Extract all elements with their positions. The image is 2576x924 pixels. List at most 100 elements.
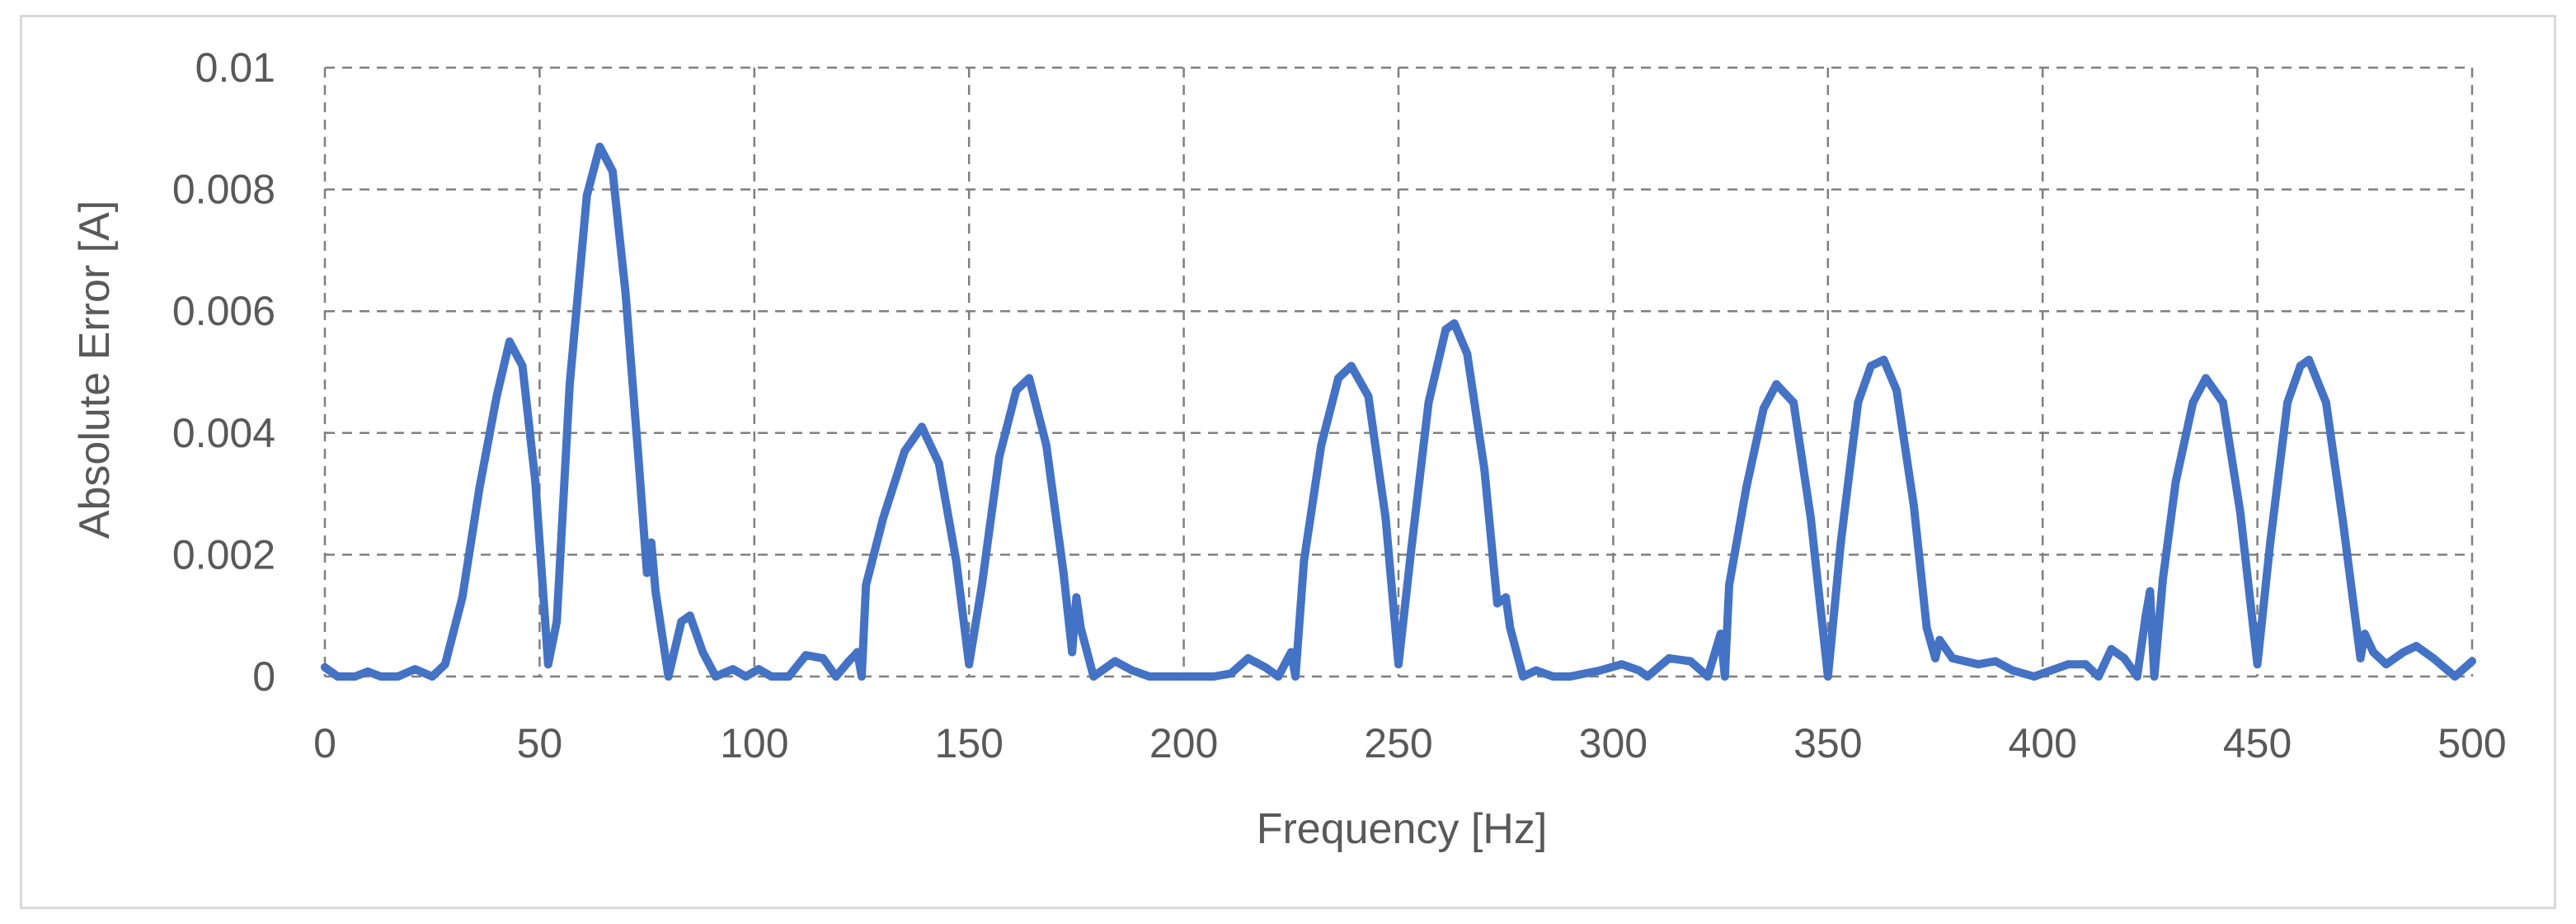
data-point <box>1347 361 1356 370</box>
data-point <box>1549 672 1558 681</box>
data-point <box>2120 653 2129 662</box>
x-tick-label: 200 <box>1149 720 1218 766</box>
data-point <box>608 167 617 176</box>
data-point <box>1480 465 1489 474</box>
data-point <box>2064 660 2073 669</box>
data-point <box>2468 657 2476 666</box>
data-point <box>2266 538 2275 547</box>
data-point <box>518 361 527 370</box>
data-point <box>1892 386 1901 395</box>
data-point <box>1025 374 1034 383</box>
data-point <box>2253 660 2262 669</box>
data-point <box>2218 398 2227 407</box>
data-point <box>2369 648 2378 657</box>
data-point <box>977 581 986 590</box>
data-point <box>677 617 686 626</box>
data-point <box>1012 386 1021 395</box>
data-point <box>2029 672 2038 681</box>
data-point <box>2235 507 2245 516</box>
data-point <box>1506 624 1515 632</box>
data-point <box>1261 662 1270 672</box>
data-point <box>565 380 574 389</box>
data-point <box>1243 653 1253 662</box>
data-point <box>1823 672 1832 681</box>
data-point <box>965 660 974 669</box>
data-point <box>2305 356 2314 365</box>
x-tick-label: 50 <box>517 720 563 766</box>
data-point <box>1922 624 1931 632</box>
data-point <box>1274 672 1283 681</box>
data-point <box>1617 660 1626 669</box>
data-point <box>651 587 660 596</box>
data-point <box>2429 653 2438 662</box>
data-point <box>1300 556 1309 565</box>
data-point <box>1807 514 1815 523</box>
x-tick-label: 500 <box>2437 720 2506 766</box>
data-point <box>2150 672 2159 681</box>
data-point <box>595 142 604 151</box>
data-point <box>1381 514 1390 523</box>
y-tick-label: 0.004 <box>172 410 275 456</box>
data-point <box>505 337 514 346</box>
data-point <box>2008 666 2017 675</box>
data-point <box>879 514 887 523</box>
data-point <box>440 660 449 669</box>
data-point <box>1502 593 1511 602</box>
data-point <box>1935 635 1944 644</box>
data-point <box>1948 653 1957 662</box>
y-tick-label: 0.008 <box>172 167 275 213</box>
data-point <box>685 611 694 620</box>
data-point <box>1394 660 1403 669</box>
x-tick-labels: 0 50 100 150 200 250 300 350 400 450 500 <box>313 720 2507 766</box>
data-point <box>642 568 651 578</box>
data-point <box>728 665 737 674</box>
data-point <box>2146 587 2155 596</box>
data-point <box>1226 669 1235 678</box>
y-tick-labels: 0 0.002 0.004 0.006 0.008 0.01 <box>172 45 275 700</box>
data-point <box>646 538 656 547</box>
y-tick-label: 0.002 <box>172 531 275 578</box>
data-point <box>819 653 828 662</box>
data-point <box>853 648 862 657</box>
data-point <box>321 662 329 672</box>
data-point <box>1704 672 1712 681</box>
x-tick-label: 250 <box>1364 720 1432 766</box>
data-point <box>844 657 853 666</box>
x-tick-label: 450 <box>2223 720 2292 766</box>
data-point <box>2188 398 2198 407</box>
x-axis-title: Frequency [Hz] <box>1257 805 1548 853</box>
data-point <box>1450 319 1459 328</box>
data-point <box>1068 648 1077 657</box>
data-point <box>1789 398 1798 407</box>
data-point <box>531 477 540 486</box>
data-point <box>376 672 385 681</box>
data-point <box>1041 441 1051 450</box>
gridlines <box>323 66 2474 678</box>
data-point <box>1643 672 1652 681</box>
data-point <box>2360 629 2369 639</box>
data-point <box>784 672 793 681</box>
x-tick-label: 300 <box>1579 720 1648 766</box>
data-point <box>1596 666 1605 675</box>
data-point <box>2094 672 2103 681</box>
data-point <box>741 672 750 681</box>
data-point <box>952 556 961 565</box>
series-points <box>321 142 2476 681</box>
data-point <box>1772 380 1781 389</box>
data-point <box>2339 520 2348 529</box>
data-point <box>1407 544 1416 553</box>
data-point <box>2381 660 2390 669</box>
series-layer <box>321 142 2476 681</box>
data-point <box>364 667 373 676</box>
data-point <box>917 422 926 431</box>
data-point <box>934 459 943 468</box>
data-point <box>1111 657 1120 666</box>
data-point <box>994 453 1004 462</box>
data-point <box>1463 349 1472 358</box>
data-point <box>664 672 673 681</box>
data-point <box>862 581 871 590</box>
data-point <box>2141 611 2151 620</box>
data-point <box>2356 653 2365 662</box>
data-point <box>2107 644 2116 653</box>
data-point <box>1492 599 1502 608</box>
